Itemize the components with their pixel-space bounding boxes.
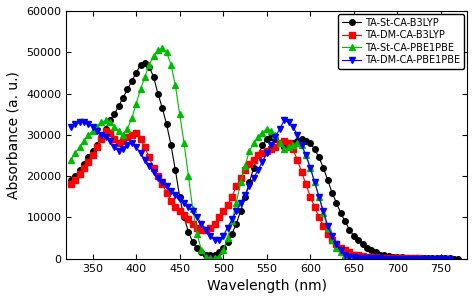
TA-St-CA-PBE1PBE [177,112,182,116]
TA-DM-CA-PBE1PBE [77,121,82,124]
TA-DM-CA-PBE1PBE [282,118,287,122]
TA-St-CA-PBE1PBE [68,158,73,161]
Line: TA-St-CA-PBE1PBE: TA-St-CA-PBE1PBE [68,45,452,261]
Line: TA-DM-CA-PBE1PBE: TA-DM-CA-PBE1PBE [68,118,452,261]
TA-DM-CA-PBE1PBE [173,193,178,196]
Y-axis label: Absorbance (a. u.): Absorbance (a. u.) [7,71,21,199]
TA-DM-CA-B3LYP [438,257,444,260]
TA-St-CA-B3LYP [190,240,196,244]
TA-DM-CA-PBE1PBE [255,168,261,172]
TA-DM-CA-B3LYP [103,129,109,133]
Line: TA-DM-CA-B3LYP: TA-DM-CA-B3LYP [68,128,444,261]
TA-St-CA-PBE1PBE [181,141,187,145]
TA-St-CA-PBE1PBE [442,257,448,260]
TA-St-CA-PBE1PBE [77,146,82,149]
TA-St-CA-B3LYP [68,178,73,182]
TA-DM-CA-B3LYP [68,182,73,186]
TA-St-CA-B3LYP [394,255,400,259]
Line: TA-St-CA-B3LYP: TA-St-CA-B3LYP [68,60,461,261]
TA-DM-CA-PBE1PBE [368,256,374,260]
TA-St-CA-B3LYP [403,256,409,260]
TA-DM-CA-B3LYP [77,172,82,176]
TA-St-CA-B3LYP [442,256,448,260]
TA-DM-CA-B3LYP [85,160,91,164]
TA-DM-CA-B3LYP [356,254,361,257]
X-axis label: Wavelength (nm): Wavelength (nm) [207,279,327,293]
Legend: TA-St-CA-B3LYP, TA-DM-CA-B3LYP, TA-St-CA-PBE1PBE, TA-DM-CA-PBE1PBE: TA-St-CA-B3LYP, TA-DM-CA-B3LYP, TA-St-CA… [338,14,464,69]
TA-St-CA-PBE1PBE [260,131,265,134]
TA-DM-CA-B3LYP [386,256,392,260]
TA-DM-CA-B3LYP [111,137,117,141]
TA-DM-CA-PBE1PBE [294,133,300,136]
TA-St-CA-B3LYP [456,257,461,260]
TA-DM-CA-B3LYP [251,158,256,161]
TA-DM-CA-PBE1PBE [447,257,453,260]
TA-St-CA-PBE1PBE [447,257,453,260]
TA-St-CA-B3LYP [142,61,148,64]
TA-St-CA-PBE1PBE [368,256,374,260]
TA-DM-CA-PBE1PBE [177,197,182,201]
TA-DM-CA-PBE1PBE [442,257,448,260]
TA-St-CA-PBE1PBE [294,141,300,145]
TA-St-CA-PBE1PBE [159,46,165,50]
TA-DM-CA-PBE1PBE [68,125,73,128]
TA-St-CA-B3LYP [120,96,126,99]
TA-St-CA-B3LYP [342,220,348,223]
